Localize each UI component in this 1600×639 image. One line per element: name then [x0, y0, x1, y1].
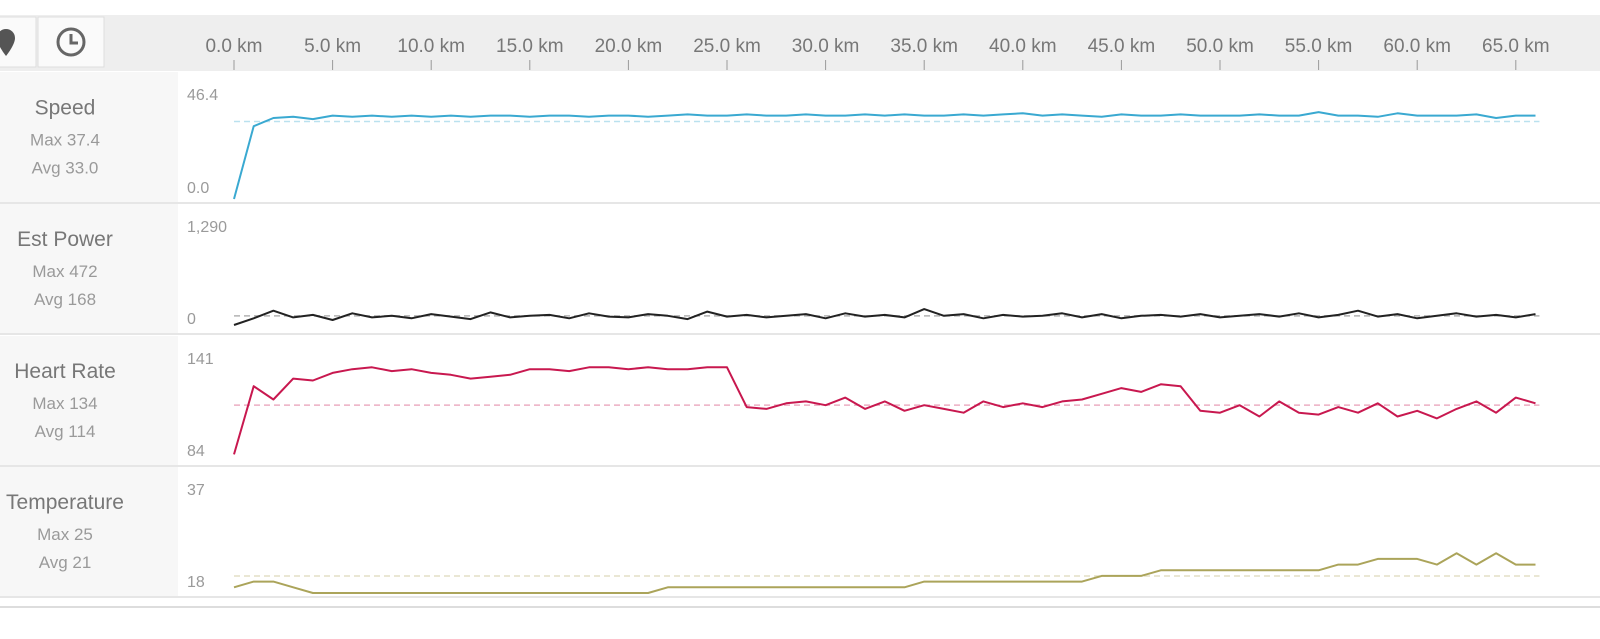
metric-title: Temperature	[6, 491, 124, 514]
x-tick-label: 35.0 km	[890, 36, 958, 57]
x-tick-label: 25.0 km	[693, 36, 761, 57]
x-tick-label: 45.0 km	[1088, 36, 1156, 57]
plot-panel	[178, 204, 1540, 333]
label-panel	[0, 204, 178, 333]
y-tick-label: 46.4	[187, 87, 218, 104]
plot-panel	[178, 336, 1540, 465]
y-tick-label: 1,290	[187, 219, 227, 236]
x-tick-label: 5.0 km	[304, 36, 361, 57]
y-tick-label: 141	[187, 351, 214, 368]
y-tick-label: 37	[187, 482, 205, 499]
map-pin-icon	[0, 29, 15, 56]
x-tick-label: 20.0 km	[595, 36, 663, 57]
x-tick-label: 40.0 km	[989, 36, 1057, 57]
series-line	[233, 308, 1536, 326]
y-tick-label: 18	[187, 574, 205, 591]
plot-panel	[178, 467, 1540, 596]
x-tick-label: 50.0 km	[1186, 36, 1254, 57]
series-line	[233, 111, 1536, 200]
metric-avg: Avg 114	[35, 422, 96, 441]
metric-max: Max 25	[37, 525, 93, 544]
metric-max: Max 134	[32, 394, 97, 413]
plot-panel	[178, 72, 1540, 202]
metric-max: Max 37.4	[30, 130, 100, 149]
series-line	[233, 366, 1536, 455]
x-tick-label: 30.0 km	[792, 36, 860, 57]
metric-title: Est Power	[17, 228, 113, 251]
x-tick-label: 65.0 km	[1482, 36, 1550, 57]
y-tick-label: 84	[187, 443, 205, 460]
metric-title: Heart Rate	[14, 360, 116, 383]
label-panel	[0, 467, 178, 596]
label-panel	[0, 336, 178, 465]
x-tick-label: 60.0 km	[1383, 36, 1451, 57]
label-panel	[0, 72, 178, 202]
x-tick-label: 55.0 km	[1285, 36, 1353, 57]
x-tick-label: 0.0 km	[205, 36, 262, 57]
metric-title: Speed	[35, 97, 96, 120]
header-bar	[0, 15, 1600, 71]
y-tick-label: 0.0	[187, 180, 209, 197]
metric-avg: Avg 168	[34, 290, 96, 309]
x-tick-label: 15.0 km	[496, 36, 564, 57]
clock-icon	[56, 27, 86, 57]
series-line	[233, 552, 1536, 594]
metric-max: Max 472	[32, 262, 97, 281]
x-tick-label: 10.0 km	[397, 36, 465, 57]
metric-avg: Avg 21	[39, 553, 92, 572]
y-tick-label: 0	[187, 311, 196, 328]
metric-avg: Avg 33.0	[32, 158, 99, 177]
